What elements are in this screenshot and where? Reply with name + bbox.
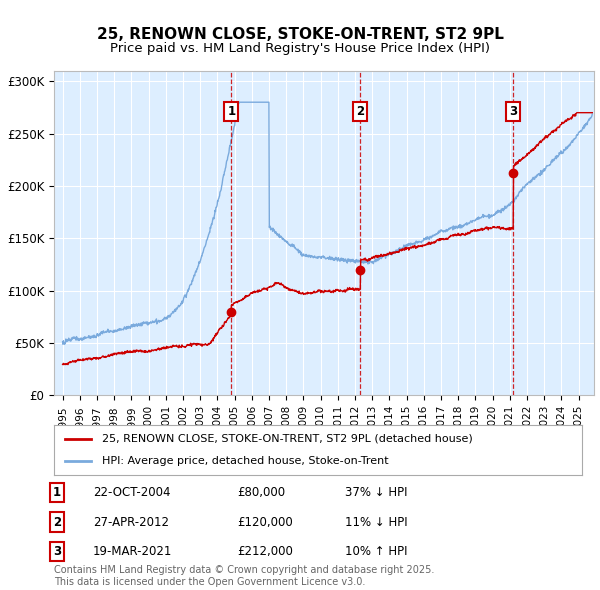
- Text: 10% ↑ HPI: 10% ↑ HPI: [345, 545, 407, 558]
- Text: 3: 3: [53, 545, 61, 558]
- Text: 25, RENOWN CLOSE, STOKE-ON-TRENT, ST2 9PL (detached house): 25, RENOWN CLOSE, STOKE-ON-TRENT, ST2 9P…: [101, 434, 472, 444]
- Text: 11% ↓ HPI: 11% ↓ HPI: [345, 516, 407, 529]
- Text: Contains HM Land Registry data © Crown copyright and database right 2025.
This d: Contains HM Land Registry data © Crown c…: [54, 565, 434, 587]
- Text: £80,000: £80,000: [237, 486, 285, 499]
- Text: HPI: Average price, detached house, Stoke-on-Trent: HPI: Average price, detached house, Stok…: [101, 456, 388, 466]
- Text: £212,000: £212,000: [237, 545, 293, 558]
- Text: 1: 1: [227, 105, 235, 118]
- Text: 2: 2: [53, 516, 61, 529]
- Text: 37% ↓ HPI: 37% ↓ HPI: [345, 486, 407, 499]
- Text: 19-MAR-2021: 19-MAR-2021: [93, 545, 172, 558]
- Text: Price paid vs. HM Land Registry's House Price Index (HPI): Price paid vs. HM Land Registry's House …: [110, 42, 490, 55]
- Text: 25, RENOWN CLOSE, STOKE-ON-TRENT, ST2 9PL: 25, RENOWN CLOSE, STOKE-ON-TRENT, ST2 9P…: [97, 27, 503, 41]
- Text: 22-OCT-2004: 22-OCT-2004: [93, 486, 170, 499]
- Text: 3: 3: [509, 105, 517, 118]
- Text: 27-APR-2012: 27-APR-2012: [93, 516, 169, 529]
- Text: 1: 1: [53, 486, 61, 499]
- Text: £120,000: £120,000: [237, 516, 293, 529]
- Text: 2: 2: [356, 105, 365, 118]
